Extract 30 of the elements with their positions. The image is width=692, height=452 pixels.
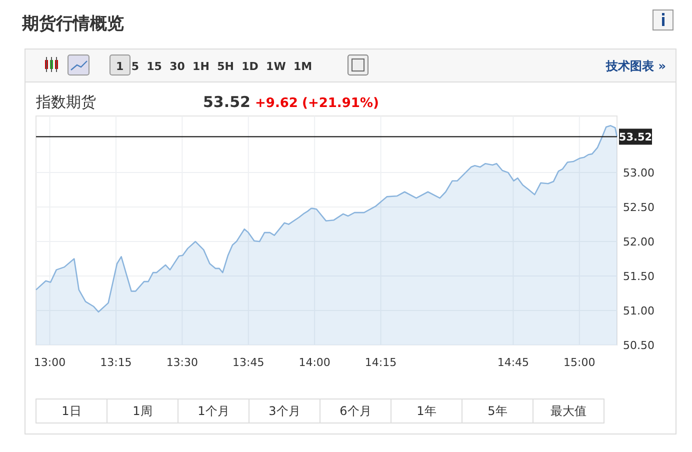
x-tick-label: 15:00 (564, 356, 596, 369)
x-tick-label: 14:45 (497, 356, 530, 369)
text: 1日 (62, 404, 82, 418)
ref-line-label: 53.52 (618, 132, 652, 144)
text: 6个月 (340, 404, 372, 418)
text: (+21.91%) (302, 96, 379, 111)
text: 最大值 (550, 404, 586, 418)
text: 1周 (132, 404, 152, 418)
chart-title: 期货行情概览 (21, 14, 124, 34)
x-tick-label: 13:15 (100, 356, 132, 369)
y-tick-label: 52.00 (623, 236, 654, 249)
text: 3个月 (268, 404, 300, 418)
chart-subtitle: 指数期货 (35, 93, 96, 111)
text: 5年 (488, 404, 508, 418)
text: 1个月 (198, 404, 230, 418)
text: 53.52 (203, 93, 250, 111)
y-tick-label: 53.00 (623, 166, 654, 180)
text: 1 5 15 30 1H 5H 1D 1W 1M (116, 60, 312, 73)
x-tick-label: 13:30 (166, 356, 198, 369)
text: +9.62 (255, 96, 298, 111)
x-tick-label: 13:00 (34, 356, 66, 369)
x-tick-label: 13:45 (232, 356, 264, 369)
y-tick-label: 52.50 (623, 201, 654, 214)
y-tick-label: 51.50 (623, 270, 654, 284)
y-tick-label: 50.50 (623, 339, 654, 352)
x-tick-label: 14:15 (364, 356, 397, 369)
y-tick-label: 51.00 (623, 304, 654, 318)
text: 技术图表 » (605, 59, 666, 73)
text: 1年 (416, 404, 436, 418)
x-tick-label: 14:00 (298, 356, 330, 369)
